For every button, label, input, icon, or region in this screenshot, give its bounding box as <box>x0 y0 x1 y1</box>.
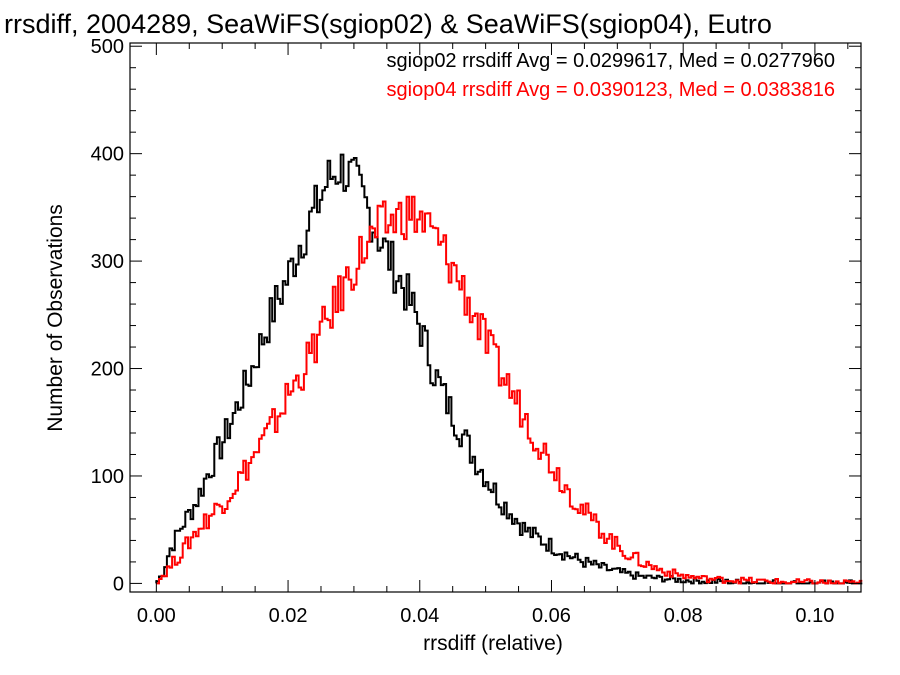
plot-frame <box>129 42 862 593</box>
series-line-sgiop02 <box>155 153 863 585</box>
y-tick-label: 100 <box>91 466 124 488</box>
y-tick-label: 200 <box>91 359 124 381</box>
y-tick-label: 500 <box>91 36 124 58</box>
x-tick-label: 0.08 <box>664 605 703 627</box>
legend-sgiop02: sgiop02 rrsdiff Avg = 0.0299617, Med = 0… <box>387 50 836 72</box>
x-tick-label: 0.10 <box>795 605 834 627</box>
y-axis-label: Number of Observations <box>44 204 67 432</box>
x-tick-label: 0.00 <box>137 605 176 627</box>
chart-title: rrsdiff, 2004289, SeaWiFS(sgiop02) & Sea… <box>4 9 772 39</box>
legend-sgiop04: sgiop04 rrsdiff Avg = 0.0390123, Med = 0… <box>387 79 836 101</box>
x-axis-label: rrsdiff (relative) <box>423 632 563 655</box>
tick-layer: 0.00 0.02 0.04 0.06 0.08 0.10 0 100 200 300 400 500 <box>91 36 861 627</box>
series-layer <box>155 153 863 585</box>
y-tick-label: 400 <box>91 144 124 166</box>
x-tick-label: 0.02 <box>269 605 308 627</box>
x-tick-label: 0.06 <box>532 605 571 627</box>
y-tick-label: 300 <box>91 251 124 273</box>
y-tick-label: 0 <box>113 573 124 595</box>
series-line-sgiop04 <box>156 195 863 585</box>
x-tick-label: 0.04 <box>400 605 439 627</box>
